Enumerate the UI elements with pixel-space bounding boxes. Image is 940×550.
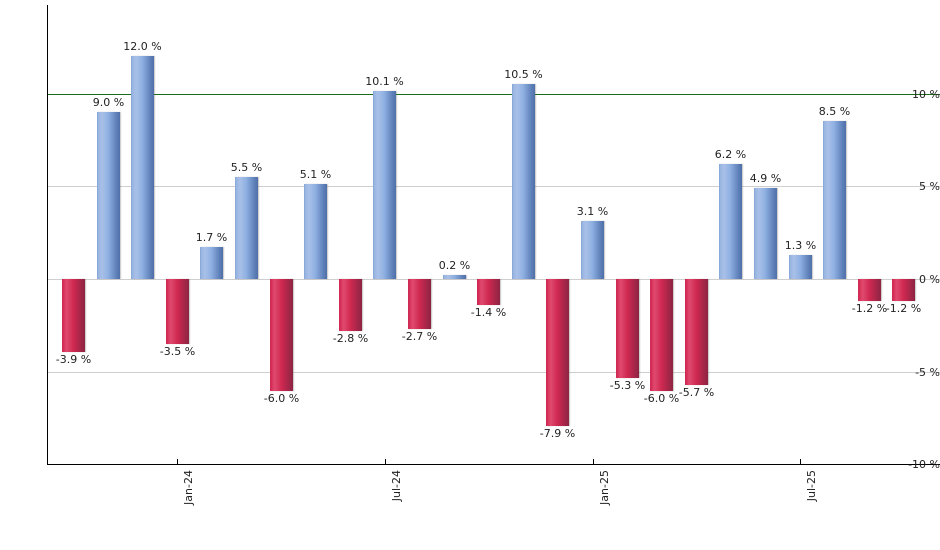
y-tick-label-0: 0 % — [919, 273, 940, 286]
bar-4[interactable] — [200, 247, 223, 279]
bar-24[interactable] — [892, 279, 915, 301]
bar-23[interactable] — [858, 279, 881, 301]
bar-value-label-21: 1.3 % — [784, 239, 817, 252]
bar-18[interactable] — [685, 279, 708, 385]
bar-value-label-15: 3.1 % — [576, 205, 609, 218]
bar-10[interactable] — [408, 279, 431, 329]
bar-value-label-1: 9.0 % — [92, 96, 125, 109]
bar-value-label-8: -2.8 % — [332, 332, 369, 345]
threshold-gridline-10 — [48, 94, 940, 95]
bar-value-label-4: 1.7 % — [195, 231, 228, 244]
bar-20[interactable] — [754, 188, 777, 279]
bar-value-label-11: 0.2 % — [438, 259, 471, 272]
gridline-minus5 — [48, 372, 940, 373]
x-tick-mark-3 — [800, 459, 801, 465]
bar-value-label-14: -7.9 % — [539, 427, 576, 440]
bar-value-label-3: -3.5 % — [159, 345, 196, 358]
bar-3[interactable] — [166, 279, 189, 344]
gridline-5 — [48, 186, 940, 187]
bar-value-label-9: 10.1 % — [365, 75, 404, 88]
bar-value-label-18: -5.7 % — [678, 386, 715, 399]
bar-value-label-22: 8.5 % — [818, 105, 851, 118]
bar-15[interactable] — [581, 221, 604, 279]
bar-8[interactable] — [339, 279, 362, 331]
bar-2[interactable] — [131, 56, 154, 279]
x-axis-line — [47, 464, 940, 465]
bar-12[interactable] — [477, 279, 500, 305]
bar-17[interactable] — [650, 279, 673, 391]
bar-0[interactable] — [62, 279, 85, 352]
x-tick-mark-2 — [593, 459, 594, 465]
y-tick-label-5: 5 % — [919, 180, 940, 193]
bar-value-label-7: 5.1 % — [299, 168, 332, 181]
bar-value-label-19: 6.2 % — [714, 148, 747, 161]
y-tick-label-10: 10 % — [912, 88, 940, 101]
x-tick-label-3: Jul-25 — [805, 470, 818, 502]
bar-11[interactable] — [443, 275, 466, 279]
bar-21[interactable] — [789, 255, 812, 279]
x-tick-label-2: Jan-25 — [598, 470, 611, 505]
bar-7[interactable] — [304, 184, 327, 279]
bar-9[interactable] — [373, 91, 396, 279]
bar-value-label-5: 5.5 % — [230, 161, 263, 174]
bar-value-label-23: -1.2 % — [851, 302, 888, 315]
bar-value-label-16: -5.3 % — [609, 379, 646, 392]
y-axis-line — [47, 5, 48, 464]
y-tick-label-minus10: -10 % — [908, 458, 940, 471]
bar-19[interactable] — [719, 164, 742, 279]
x-tick-mark-0 — [177, 459, 178, 465]
bar-22[interactable] — [823, 121, 846, 279]
bar-value-label-24: -1.2 % — [885, 302, 922, 315]
bar-value-label-17: -6.0 % — [643, 392, 680, 405]
bar-value-label-2: 12.0 % — [123, 40, 162, 53]
bar-value-label-6: -6.0 % — [263, 392, 300, 405]
x-tick-label-0: Jan-24 — [182, 470, 195, 505]
x-tick-mark-1 — [385, 459, 386, 465]
bar-13[interactable] — [512, 84, 535, 279]
bar-14[interactable] — [546, 279, 569, 426]
bar-1[interactable] — [97, 112, 120, 279]
bar-5[interactable] — [235, 177, 258, 279]
bar-value-label-20: 4.9 % — [749, 172, 782, 185]
bar-16[interactable] — [616, 279, 639, 378]
x-tick-label-1: Jul-24 — [390, 470, 403, 502]
y-tick-label-minus5: -5 % — [915, 366, 940, 379]
bar-value-label-12: -1.4 % — [470, 306, 507, 319]
bar-value-label-13: 10.5 % — [504, 68, 543, 81]
bar-6[interactable] — [270, 279, 293, 391]
bar-value-label-0: -3.9 % — [55, 353, 92, 366]
bar-value-label-10: -2.7 % — [401, 330, 438, 343]
